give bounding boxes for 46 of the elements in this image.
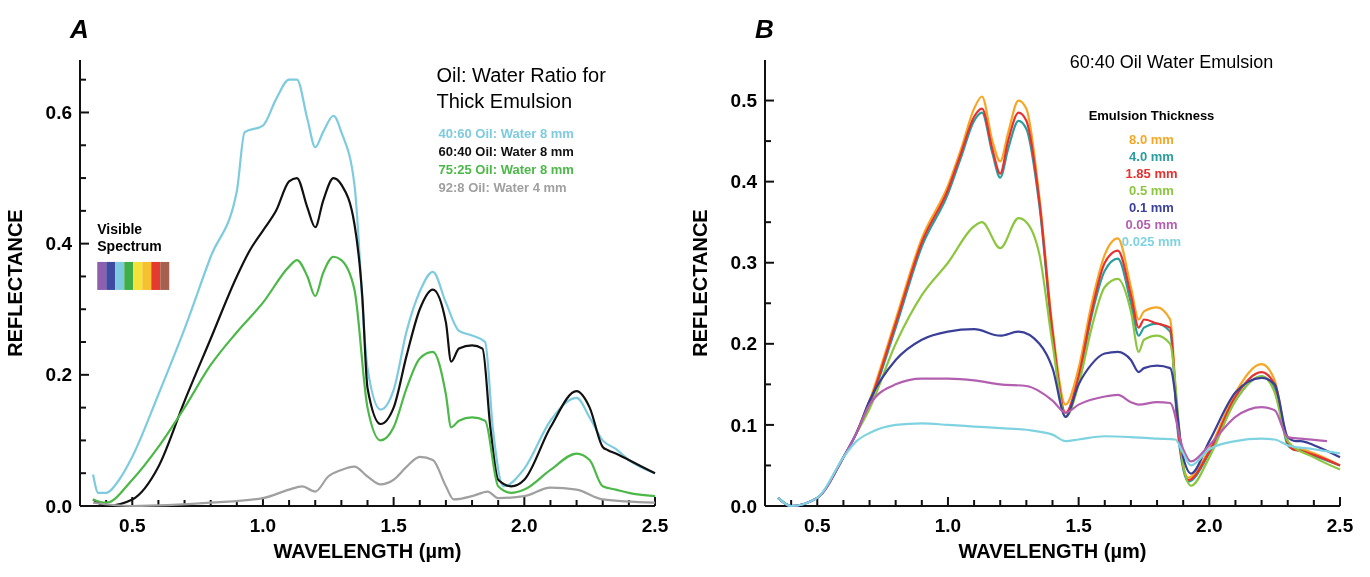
- y-tick-label: 0.6: [45, 102, 72, 124]
- y-tick-label: 0.2: [730, 333, 757, 355]
- legend-title: Oil: Water Ratio for Thick Emulsion: [436, 64, 607, 112]
- x-tick-label: 2.0: [511, 515, 538, 536]
- line-series: [91, 176, 657, 508]
- x-tick-label: 0.5: [119, 515, 146, 536]
- y-tick-label: 0.5: [730, 90, 758, 112]
- legend-title: Emulsion Thickness: [1088, 108, 1215, 123]
- text: 4.0 mm: [1129, 149, 1174, 164]
- y-tick-label: 0.3: [730, 252, 757, 274]
- text: 40:60 Oil: Water 8 mm: [438, 126, 574, 141]
- text: 0.05 mm: [1125, 217, 1178, 232]
- line-series: [91, 455, 657, 508]
- text: 92:8 Oil: Water 4 mm: [438, 180, 567, 195]
- y-tick-label: 0.0: [730, 495, 757, 517]
- annotation: Visible Spectrum: [97, 220, 162, 254]
- text: 1.85 mm: [1125, 166, 1178, 181]
- text: 8.0 mm: [1129, 132, 1174, 147]
- y-tick-label: 0.0: [45, 495, 72, 517]
- x-tick-label: 1.5: [380, 515, 408, 536]
- x-tick-label: 2.0: [1196, 515, 1223, 536]
- x-tick-label: 2.5: [1326, 515, 1354, 536]
- x-tick-label: 2.5: [641, 515, 669, 536]
- x-tick-label: 1.5: [1065, 515, 1093, 536]
- x-tick-label: 1.0: [249, 515, 277, 536]
- text: 0.025 mm: [1121, 234, 1182, 249]
- text: 0.5 mm: [1129, 183, 1174, 198]
- x-tick-label: 1.0: [934, 515, 962, 536]
- x-axis-title: WAVELENGTH (µm): [273, 540, 462, 562]
- text: 0.1 mm: [1129, 200, 1174, 215]
- text: 75:25 Oil: Water 8 mm: [438, 162, 574, 177]
- y-tick-label: 0.4: [730, 171, 758, 193]
- y-tick-label: 0.4: [45, 233, 73, 255]
- x-axis-title: WAVELENGTH (µm): [958, 540, 1147, 562]
- y-axis-title: REFLECTANCE: [4, 209, 26, 357]
- line-series: [776, 422, 1342, 508]
- chart-subtitle: 60:40 Oil Water Emulsion: [1069, 52, 1274, 72]
- line-series: [91, 255, 657, 504]
- chart-title: B: [755, 14, 774, 44]
- text: 60:40 Oil: Water 8 mm: [438, 144, 574, 159]
- chart-title: A: [69, 14, 89, 44]
- y-axis-title: REFLECTANCE: [689, 209, 711, 357]
- line-series: [855, 217, 1342, 487]
- x-tick-label: 0.5: [804, 515, 831, 536]
- y-tick-label: 0.2: [45, 364, 72, 386]
- y-tick-label: 0.1: [730, 414, 758, 436]
